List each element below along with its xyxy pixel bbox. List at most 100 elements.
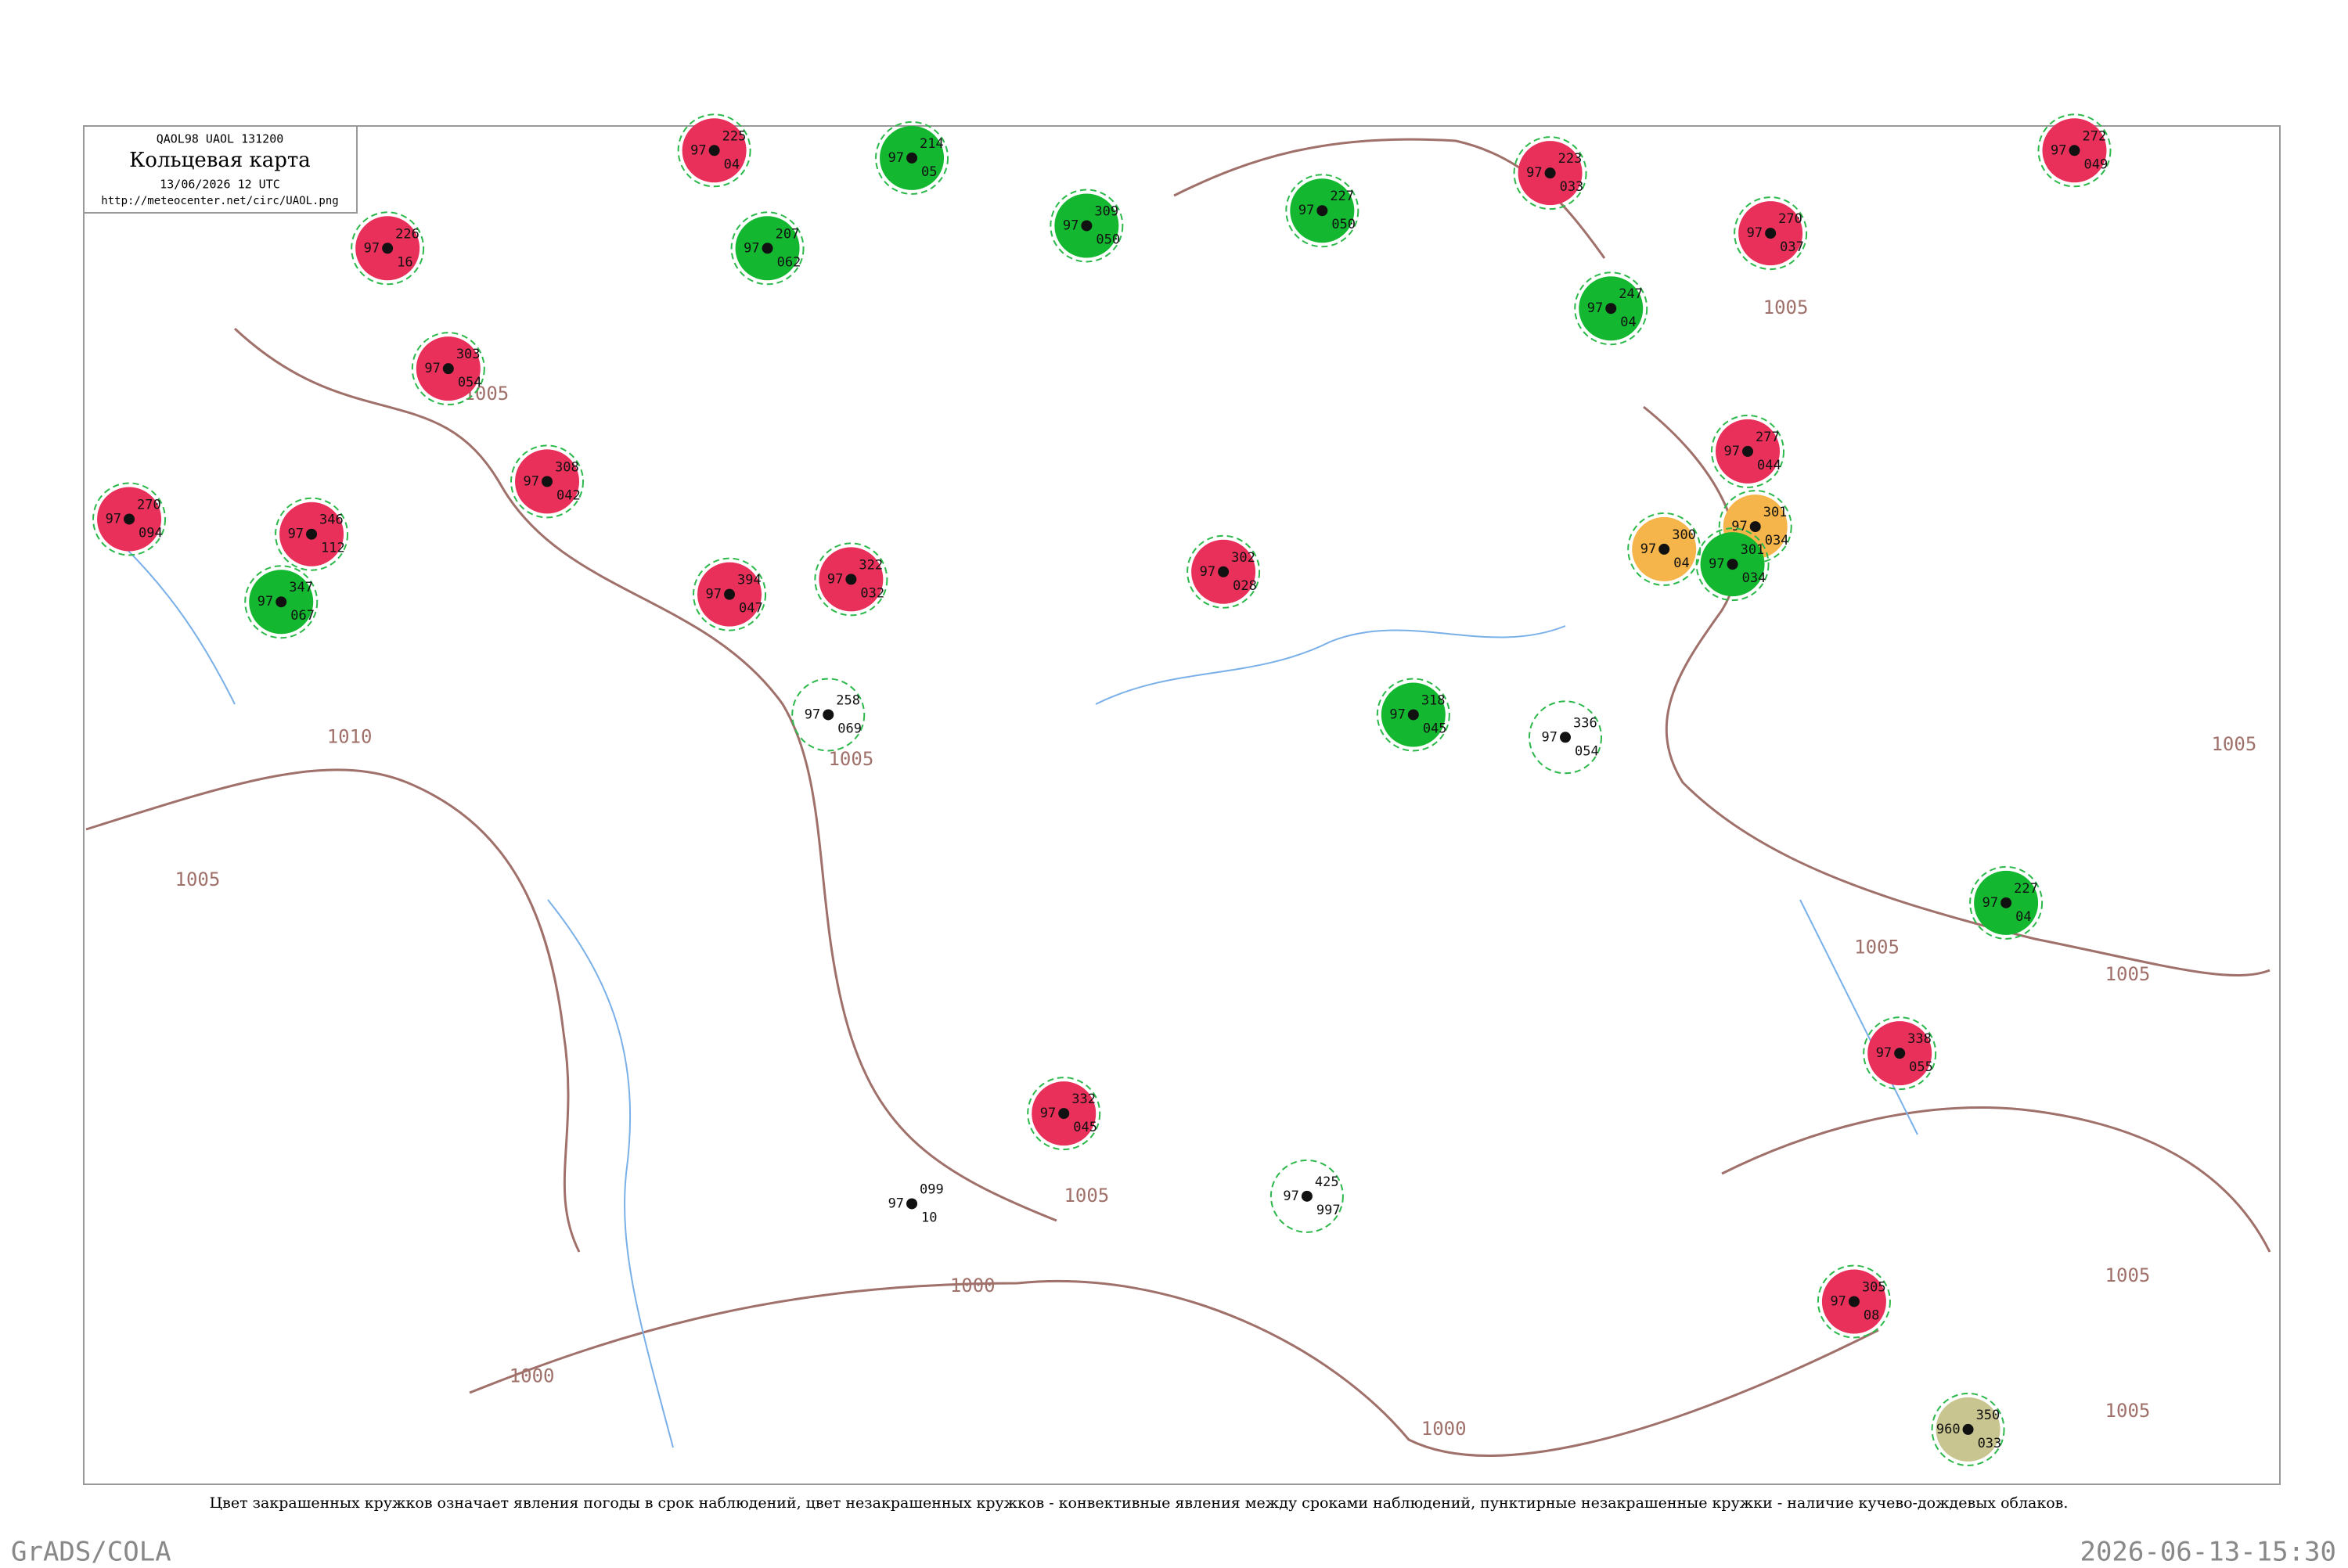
cb-ring bbox=[1969, 865, 2044, 940]
station-temp: 97 bbox=[524, 473, 539, 489]
station-dew: 112 bbox=[321, 541, 345, 556]
station-dot bbox=[1058, 1108, 1070, 1120]
station-dot bbox=[1727, 559, 1738, 570]
cb-ring bbox=[1734, 196, 1808, 271]
station-pressure: 302 bbox=[1231, 550, 1255, 566]
station-temp: 97 bbox=[888, 150, 904, 166]
station-dew: 067 bbox=[290, 608, 315, 624]
station-dew: 062 bbox=[777, 254, 801, 270]
river bbox=[1799, 899, 1918, 1135]
station-temp: 97 bbox=[1982, 895, 1998, 911]
station-pressure: 227 bbox=[2014, 881, 2038, 897]
station-temp: 97 bbox=[1063, 218, 1079, 233]
station-pressure: 226 bbox=[395, 226, 420, 242]
station-temp: 97 bbox=[1640, 541, 1656, 557]
isobar-label: 1000 bbox=[1421, 1418, 1467, 1440]
station-temp: 97 bbox=[424, 361, 440, 376]
station-temp: 960 bbox=[1936, 1422, 1961, 1437]
station-dot bbox=[2069, 145, 2080, 156]
cb-ring bbox=[1050, 189, 1124, 263]
station-pressure: 305 bbox=[1862, 1279, 1886, 1295]
station-dew: 047 bbox=[739, 601, 763, 617]
station-dot bbox=[1749, 521, 1761, 533]
isobar-label: 1005 bbox=[1064, 1185, 1109, 1207]
station-temp: 97 bbox=[2051, 142, 2066, 158]
cb-ring bbox=[1513, 136, 1587, 210]
station-temp: 97 bbox=[706, 587, 722, 602]
station-pressure: 270 bbox=[137, 497, 161, 512]
river bbox=[1095, 625, 1566, 705]
map-frame bbox=[83, 125, 2281, 1485]
station-dew: 16 bbox=[397, 254, 412, 270]
footer-left: GrADS/COLA bbox=[11, 1537, 171, 1566]
station-dot bbox=[724, 588, 736, 600]
station-temp: 97 bbox=[1709, 556, 1724, 572]
station-dot bbox=[275, 596, 287, 608]
station-dew: 045 bbox=[1073, 1120, 1097, 1135]
river bbox=[124, 547, 236, 705]
station-dot bbox=[442, 363, 454, 375]
isobar-label: 1000 bbox=[950, 1275, 996, 1296]
station-temp: 97 bbox=[364, 240, 380, 256]
station-dew: 054 bbox=[458, 375, 482, 390]
isobar bbox=[85, 768, 581, 1253]
header-code: QAOL98 UAOL 131200 bbox=[157, 132, 284, 146]
station-dew: 05 bbox=[921, 164, 937, 180]
station-pressure: 247 bbox=[1619, 286, 1643, 302]
isobar bbox=[469, 1279, 1879, 1457]
station-pressure: 207 bbox=[776, 226, 800, 242]
station-pressure: 270 bbox=[1778, 211, 1802, 227]
cb-ring bbox=[411, 332, 485, 406]
header-title: Кольцевая карта bbox=[129, 149, 311, 172]
station-pressure: 214 bbox=[920, 136, 944, 152]
caption: Цвет закрашенных кружков означает явлени… bbox=[210, 1494, 2069, 1512]
station-temp: 97 bbox=[1542, 729, 1558, 745]
station-dot bbox=[382, 243, 394, 254]
station-temp: 97 bbox=[805, 707, 820, 722]
station-pressure: 099 bbox=[920, 1181, 944, 1197]
station-pressure: 308 bbox=[555, 459, 579, 475]
cb-ring bbox=[1817, 1264, 1891, 1339]
header-url: http://meteocenter.net/circ/UAOL.png bbox=[101, 195, 338, 207]
isobar-label: 1005 bbox=[1854, 937, 1900, 958]
station-temp: 97 bbox=[690, 142, 706, 158]
isobar bbox=[1173, 138, 1606, 259]
cb-ring bbox=[1376, 678, 1450, 752]
station-dot bbox=[1560, 732, 1571, 743]
station-dot bbox=[823, 709, 834, 721]
station-temp: 97 bbox=[827, 571, 843, 587]
station-dew: 037 bbox=[1780, 239, 1804, 255]
cb-ring bbox=[1695, 527, 1770, 602]
station-dot bbox=[906, 1198, 918, 1210]
station-dot bbox=[2000, 897, 2012, 908]
station-dot bbox=[845, 574, 857, 585]
station-dew: 997 bbox=[1316, 1203, 1341, 1218]
station-temp: 97 bbox=[1747, 225, 1763, 241]
station-dew: 042 bbox=[556, 487, 581, 503]
station-temp: 97 bbox=[106, 511, 121, 527]
station-dew: 04 bbox=[1620, 315, 1636, 330]
cb-ring bbox=[1627, 512, 1702, 586]
station-dot bbox=[762, 243, 773, 254]
station-dew: 04 bbox=[1673, 556, 1689, 571]
station-dew: 10 bbox=[921, 1210, 937, 1225]
station-pressure: 300 bbox=[1672, 527, 1696, 543]
station-dot bbox=[1962, 1423, 1974, 1435]
station-pressure: 338 bbox=[1907, 1031, 1932, 1047]
cb-ring bbox=[814, 542, 888, 617]
station-dot bbox=[1544, 167, 1556, 179]
cb-ring bbox=[92, 482, 167, 556]
station-dot bbox=[1316, 205, 1328, 217]
isobar-label: 1005 bbox=[2105, 963, 2151, 985]
station-pressure: 350 bbox=[1976, 1408, 2000, 1423]
station-temp: 97 bbox=[288, 527, 304, 542]
cb-ring bbox=[1863, 1016, 1937, 1091]
station-dew: 08 bbox=[1864, 1307, 1879, 1323]
station-temp: 97 bbox=[1040, 1106, 1056, 1121]
station-temp: 97 bbox=[1283, 1189, 1298, 1204]
station-dew: 049 bbox=[2083, 156, 2108, 172]
header-box bbox=[83, 125, 358, 214]
station-dew: 034 bbox=[1765, 533, 1789, 548]
